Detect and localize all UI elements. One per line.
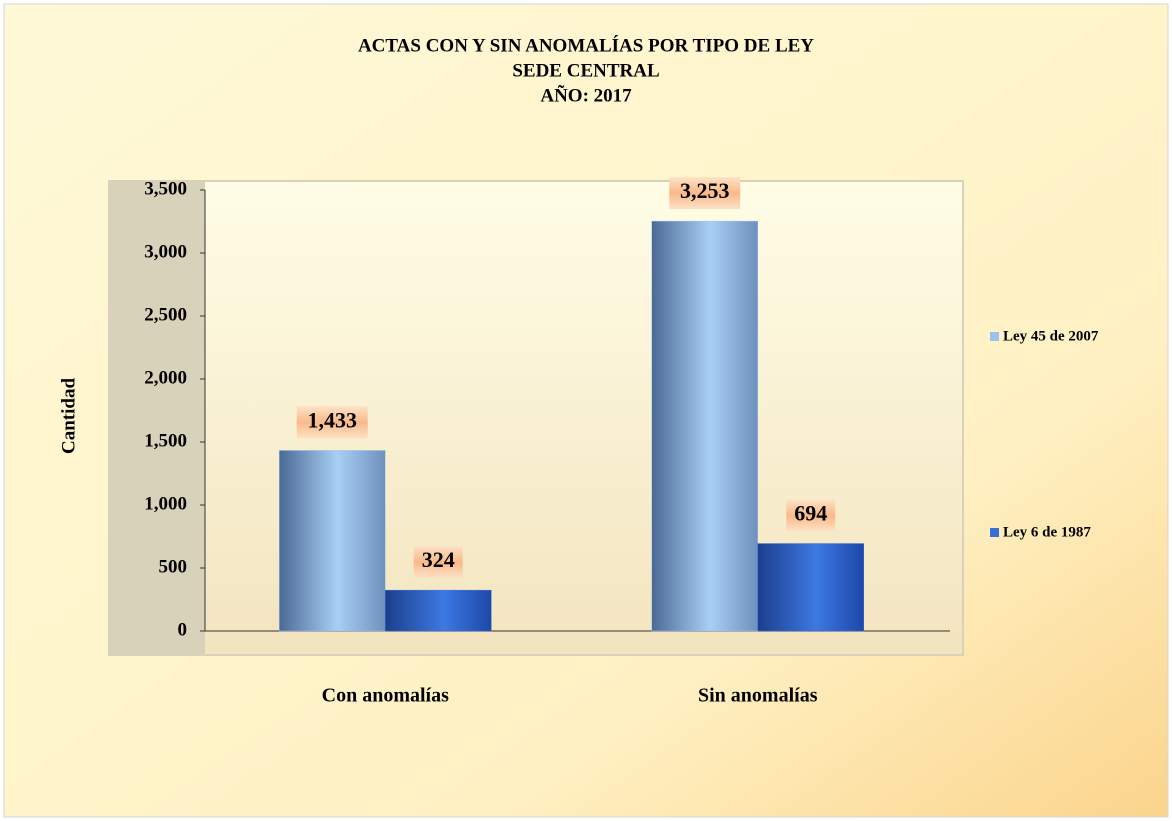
data-label: 1,433 <box>308 407 358 432</box>
data-label-box <box>413 546 463 579</box>
x-tick-label: Con anomalías <box>322 685 449 707</box>
data-label-box <box>786 499 836 532</box>
chart-title: AÑO: 2017 <box>540 84 632 106</box>
bar <box>757 543 864 632</box>
chart-title: SEDE CENTRAL <box>512 60 659 81</box>
data-label-box <box>296 406 368 439</box>
bar <box>279 450 386 632</box>
chart-title: ACTAS CON Y SIN ANOMALÍAS POR TIPO DE LE… <box>358 34 814 56</box>
legend-label: Ley 45 de 2007 <box>1003 328 1099 344</box>
y-tick-label: 500 <box>159 556 188 577</box>
y-tick-label: 1,000 <box>144 493 187 514</box>
bar <box>385 589 492 632</box>
data-label-box <box>669 177 741 210</box>
bar <box>651 220 758 632</box>
y-tick-label: 2,000 <box>144 367 187 388</box>
x-tick-label: Sin anomalías <box>698 685 818 707</box>
y-tick-label: 1,500 <box>144 430 187 451</box>
legend-swatch <box>990 332 999 341</box>
data-label: 3,253 <box>680 178 730 203</box>
data-label: 694 <box>794 501 827 526</box>
legend-swatch <box>990 528 999 537</box>
y-tick-label: 2,500 <box>144 304 187 325</box>
legend-label: Ley 6 de 1987 <box>1003 524 1091 540</box>
y-tick-label: 3,000 <box>144 241 187 262</box>
y-tick-label: 3,500 <box>144 178 187 199</box>
data-label: 324 <box>422 547 455 572</box>
y-tick-label: 0 <box>178 619 188 640</box>
y-axis-label: Cantidad <box>58 378 79 454</box>
